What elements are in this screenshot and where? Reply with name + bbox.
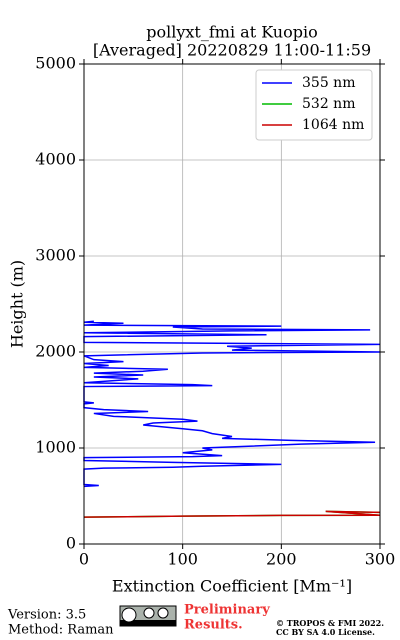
x-tick-label: 100 <box>167 550 198 569</box>
y-tick-label: 4000 <box>35 150 76 169</box>
x-tick-label: 200 <box>266 550 297 569</box>
legend: 355 nm 532 nm 1064 nm <box>255 69 373 141</box>
y-tick-label: 2000 <box>35 342 76 361</box>
plot-frame <box>83 63 381 545</box>
y-tick-label: 5000 <box>35 54 76 73</box>
copyright: CC BY SA 4.0 License. <box>276 627 375 637</box>
profile-line <box>83 510 381 518</box>
x-tick-label: 300 <box>365 550 396 569</box>
x-axis-label: Extinction Coefficient [Mm⁻¹] <box>112 577 352 596</box>
profile-line <box>83 320 381 488</box>
x-tick-label: 0 <box>79 550 89 569</box>
method: Method: Raman <box>8 623 114 638</box>
legend-label: 1064 nm <box>302 117 364 133</box>
version: Version: 3.5 <box>7 608 86 623</box>
legend-label: 355 nm <box>302 75 355 91</box>
chart-title: pollyxt_fmi at Kuopio <box>146 23 317 42</box>
legend-label: 532 nm <box>302 96 355 112</box>
y-tick-label: 1000 <box>35 438 76 457</box>
y-tick-label: 3000 <box>35 246 76 265</box>
y-axis-label: Height (m) <box>8 260 27 348</box>
preliminary: Results. <box>184 618 243 633</box>
cc-logo <box>119 605 177 627</box>
legend-box <box>255 69 373 141</box>
y-tick-label: 0 <box>66 534 76 553</box>
copyright: © TROPOS & FMI 2022. <box>276 618 384 628</box>
chart-subtitle: [Averaged] 20220829 11:00-11:59 <box>93 41 371 60</box>
preliminary: Preliminary <box>184 603 270 618</box>
